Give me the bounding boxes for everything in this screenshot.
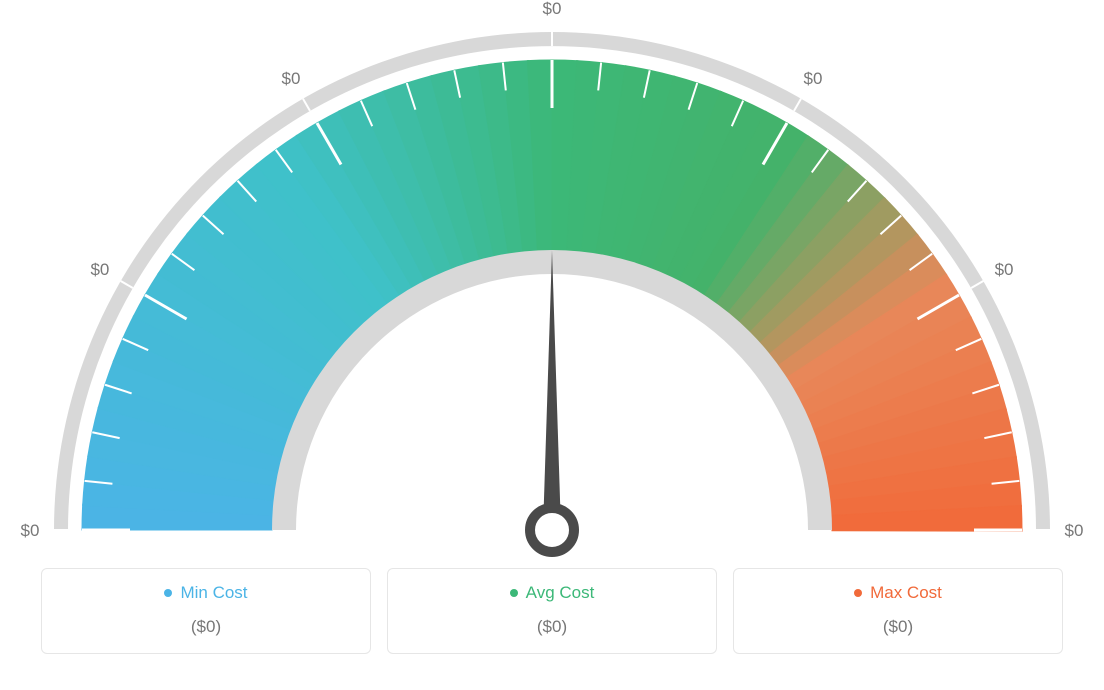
gauge-tick-label: $0 [21, 521, 40, 540]
gauge-tick-label: $0 [543, 0, 562, 18]
gauge-tick-label: $0 [90, 260, 109, 279]
legend-label-min: Min Cost [180, 583, 247, 603]
gauge-tick-label: $0 [804, 69, 823, 88]
legend-row: Min Cost ($0) Avg Cost ($0) Max Cost ($0… [0, 568, 1104, 654]
legend-card-max: Max Cost ($0) [733, 568, 1063, 654]
legend-label-avg: Avg Cost [526, 583, 595, 603]
gauge-needle [530, 250, 574, 552]
legend-value-avg: ($0) [400, 617, 704, 637]
gauge-svg: $0 $0 $0 $0 $0 $0 $0 [0, 0, 1104, 560]
legend-card-avg: Avg Cost ($0) [387, 568, 717, 654]
legend-title-max: Max Cost [854, 583, 942, 603]
gauge-tick-label: $0 [995, 260, 1014, 279]
legend-dot-avg [510, 589, 518, 597]
gauge-tick-label: $0 [282, 69, 301, 88]
legend-title-min: Min Cost [164, 583, 247, 603]
legend-dot-min [164, 589, 172, 597]
legend-dot-max [854, 589, 862, 597]
legend-value-min: ($0) [54, 617, 358, 637]
legend-card-min: Min Cost ($0) [41, 568, 371, 654]
gauge-tick-label: $0 [1065, 521, 1084, 540]
legend-value-max: ($0) [746, 617, 1050, 637]
cost-gauge-chart: $0 $0 $0 $0 $0 $0 $0 [0, 0, 1104, 560]
legend-title-avg: Avg Cost [510, 583, 595, 603]
legend-label-max: Max Cost [870, 583, 942, 603]
